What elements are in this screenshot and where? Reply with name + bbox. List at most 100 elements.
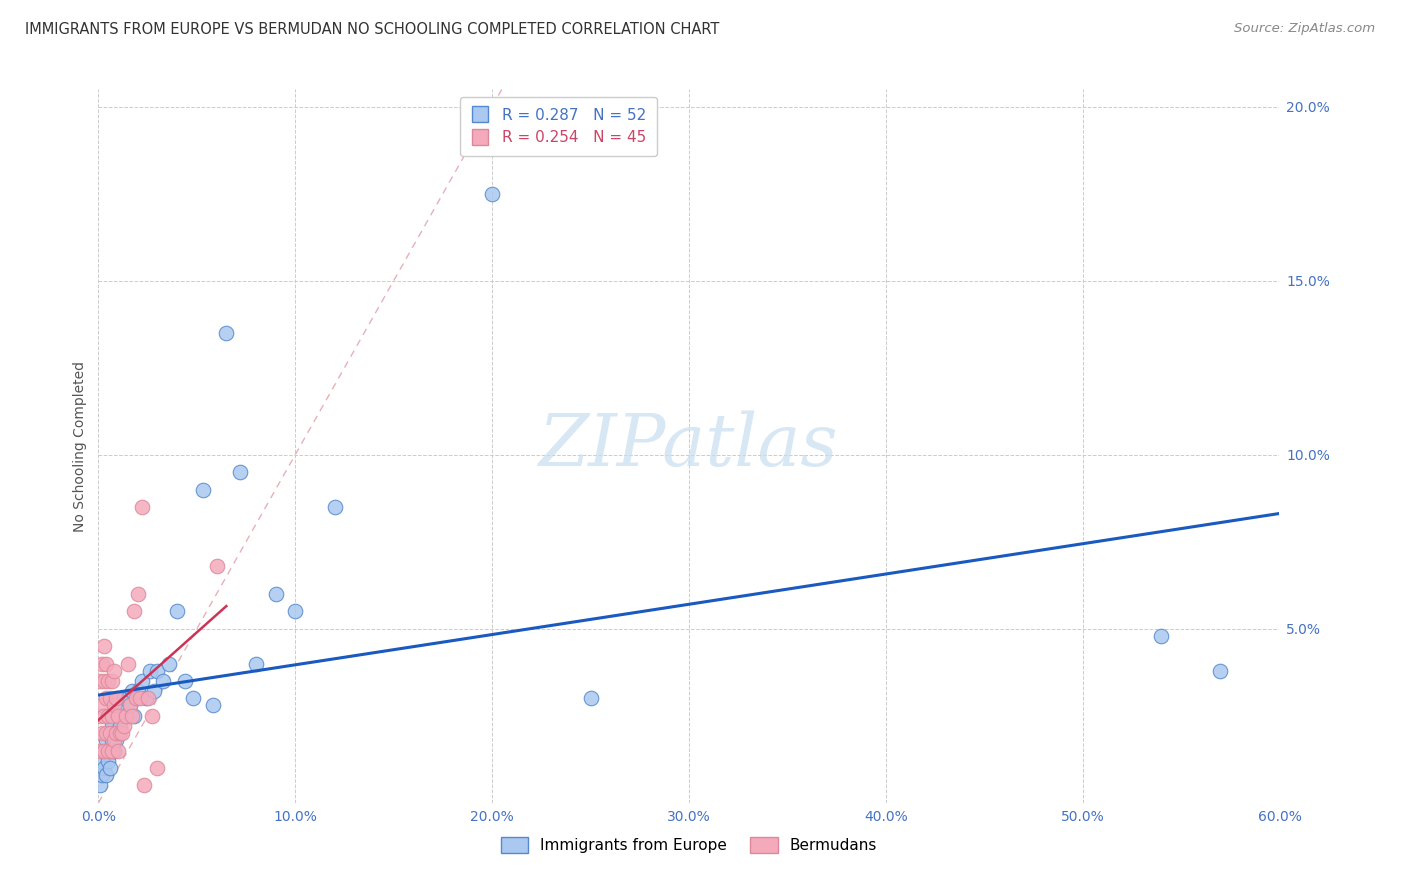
Point	[96, 726, 118, 740]
Point	[103, 698, 125, 713]
Point	[108, 708, 131, 723]
Point	[1150, 629, 1173, 643]
Point	[157, 657, 180, 671]
Point	[103, 664, 125, 678]
Point	[98, 691, 121, 706]
Point	[93, 639, 115, 653]
Point	[1209, 664, 1232, 678]
Point	[174, 673, 197, 688]
Point	[131, 500, 153, 514]
Point	[131, 673, 153, 688]
Point	[107, 743, 129, 757]
Point	[229, 465, 252, 479]
Point	[91, 657, 114, 671]
Point	[108, 719, 131, 733]
Point	[91, 754, 114, 768]
Point	[105, 733, 128, 747]
Point	[97, 726, 120, 740]
Point	[125, 691, 148, 706]
Point	[215, 326, 238, 340]
Point	[91, 726, 114, 740]
Text: IMMIGRANTS FROM EUROPE VS BERMUDAN NO SCHOOLING COMPLETED CORRELATION CHART: IMMIGRANTS FROM EUROPE VS BERMUDAN NO SC…	[25, 22, 720, 37]
Point	[111, 726, 134, 740]
Point	[89, 778, 111, 792]
Point	[93, 761, 115, 775]
Point	[118, 698, 141, 713]
Point	[127, 587, 149, 601]
Point	[146, 664, 169, 678]
Point	[101, 708, 124, 723]
Point	[284, 604, 307, 618]
Point	[122, 708, 145, 723]
Point	[138, 664, 160, 678]
Point	[264, 587, 287, 601]
Point	[245, 657, 267, 671]
Point	[89, 708, 111, 723]
Point	[89, 743, 111, 757]
Point	[135, 691, 157, 706]
Point	[96, 657, 118, 671]
Point	[111, 698, 134, 713]
Point	[101, 719, 124, 733]
Point	[101, 743, 124, 757]
Text: ZIPatlas: ZIPatlas	[538, 410, 839, 482]
Point	[105, 708, 128, 723]
Point	[115, 708, 138, 723]
Point	[97, 673, 120, 688]
Point	[101, 673, 124, 688]
Point	[97, 754, 120, 768]
Point	[107, 708, 129, 723]
Point	[107, 698, 129, 713]
Point	[117, 691, 139, 706]
Point	[91, 698, 114, 713]
Point	[142, 684, 165, 698]
Point	[105, 726, 128, 740]
Point	[112, 719, 135, 733]
Point	[117, 657, 139, 671]
Point	[91, 768, 114, 782]
Point	[96, 691, 118, 706]
Point	[136, 691, 159, 706]
Point	[98, 726, 121, 740]
Point	[93, 708, 115, 723]
Point	[96, 733, 118, 747]
Point	[107, 726, 129, 740]
Point	[89, 673, 111, 688]
Point	[103, 726, 125, 740]
Point	[103, 733, 125, 747]
Point	[96, 768, 118, 782]
Point	[98, 743, 121, 757]
Point	[481, 186, 503, 201]
Text: Source: ZipAtlas.com: Source: ZipAtlas.com	[1234, 22, 1375, 36]
Point	[93, 743, 115, 757]
Point	[105, 691, 128, 706]
Point	[122, 604, 145, 618]
Point	[97, 708, 120, 723]
Point	[93, 673, 115, 688]
Point	[118, 698, 141, 713]
Point	[115, 708, 138, 723]
Point	[323, 500, 346, 514]
Point	[132, 778, 155, 792]
Point	[121, 708, 143, 723]
Point	[103, 743, 125, 757]
Point	[152, 673, 174, 688]
Point	[146, 761, 169, 775]
Point	[181, 691, 204, 706]
Point	[121, 684, 143, 698]
Point	[205, 559, 228, 574]
Point	[97, 743, 120, 757]
Point	[108, 726, 131, 740]
Point	[112, 691, 135, 706]
Point	[127, 684, 149, 698]
Y-axis label: No Schooling Completed: No Schooling Completed	[73, 360, 87, 532]
Point	[191, 483, 214, 497]
Point	[125, 691, 148, 706]
Point	[166, 604, 188, 618]
Point	[98, 761, 121, 775]
Point	[579, 691, 602, 706]
Point	[141, 708, 163, 723]
Point	[101, 733, 124, 747]
Point	[93, 743, 115, 757]
Point	[201, 698, 224, 713]
